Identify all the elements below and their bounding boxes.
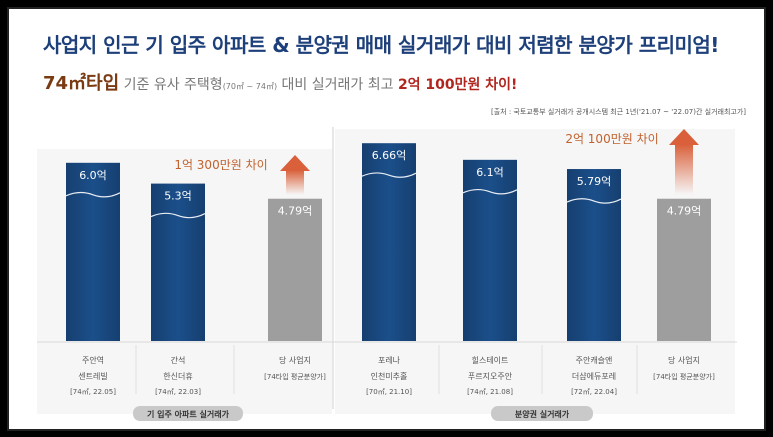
bar-wave [566, 198, 622, 204]
category-label: 한신더휴 [163, 372, 192, 381]
subtitle-type: 74㎡타입 [43, 73, 120, 94]
bar [567, 169, 621, 341]
category-label: 인천미추홀 [371, 371, 408, 381]
infographic-frame: 사업지 인근 기 입주 아파트 & 분양권 매매 실거래가 대비 저렴한 분양가… [7, 7, 766, 431]
subtitle: 74㎡타입 기준 유사 주택형(70㎡ ~ 74㎡) 대비 실거래가 최고 2억… [43, 69, 517, 95]
category-label: [74㎡, 21.08] [467, 388, 513, 396]
group-label: 기 입주 아파트 실거래가 [147, 409, 230, 419]
category-label: 간석 [171, 355, 186, 365]
bar-project [268, 198, 322, 341]
group-label-pill [133, 406, 243, 421]
category-label: 당 사업지 [668, 355, 700, 365]
group-label-pill [491, 406, 593, 421]
category-label: 힐스테이트 [472, 355, 509, 365]
data-label: 4.79억 [278, 205, 313, 218]
category-label: [74㎡, 22.05] [70, 388, 116, 396]
subtitle-mid: 기준 유사 주택형 [123, 77, 223, 93]
bar [362, 143, 416, 341]
subtitle-highlight: 2억 100만원 차이! [397, 77, 518, 93]
bar [66, 162, 120, 341]
category-label: 주안역 [82, 355, 104, 365]
data-label: 4.79억 [667, 205, 702, 218]
category-label: 더샵에듀포레 [572, 371, 616, 381]
data-label: 6.1억 [476, 166, 504, 179]
category-label: [74타입 평균분양가] [264, 372, 326, 381]
data-label: 6.0억 [79, 169, 107, 182]
difference-arrow-head [280, 155, 310, 171]
category-label: [74타입 평균분양가] [653, 372, 715, 381]
page-title: 사업지 인근 기 입주 아파트 & 분양권 매매 실거래가 대비 저렴한 분양가… [43, 33, 719, 57]
subtitle-range: (70㎡ ~ 74㎡) [222, 82, 278, 91]
difference-arrow-head [669, 129, 699, 145]
bar-wave [361, 172, 417, 178]
source-note: [출처 : 국토교통부 실거래가 공개시스템 최근 1년('21.07 ~ '2… [491, 108, 746, 116]
category-label: [70㎡, 21.10] [366, 388, 412, 396]
category-label: 푸르지오주안 [468, 371, 513, 381]
category-label: [72㎡, 22.04] [571, 388, 617, 396]
difference-arrow-shaft [675, 144, 693, 195]
category-label: 당 사업지 [279, 355, 311, 365]
bar-project [657, 198, 711, 341]
data-label: 5.79억 [577, 175, 612, 188]
data-label: 6.66억 [372, 149, 407, 162]
category-label: [74㎡, 22.03] [155, 388, 201, 396]
bar [463, 159, 517, 341]
bar-wave [65, 191, 121, 198]
bar [151, 183, 205, 341]
difference-annotation: 2억 100만원 차이 [565, 132, 658, 146]
category-label: 포레나 [378, 356, 401, 365]
difference-annotation: 1억 300만원 차이 [174, 158, 267, 172]
difference-arrow-shaft [286, 170, 304, 195]
category-label: 주안캐슬앤 [576, 355, 613, 365]
data-label: 5.3억 [164, 190, 192, 203]
subtitle-tail: 대비 실거래가 최고 [281, 77, 394, 93]
bar-wave [150, 212, 206, 219]
bar-wave [462, 188, 518, 195]
category-label: 센트레빌 [78, 371, 107, 381]
group-label: 분양권 실거래가 [515, 409, 570, 419]
